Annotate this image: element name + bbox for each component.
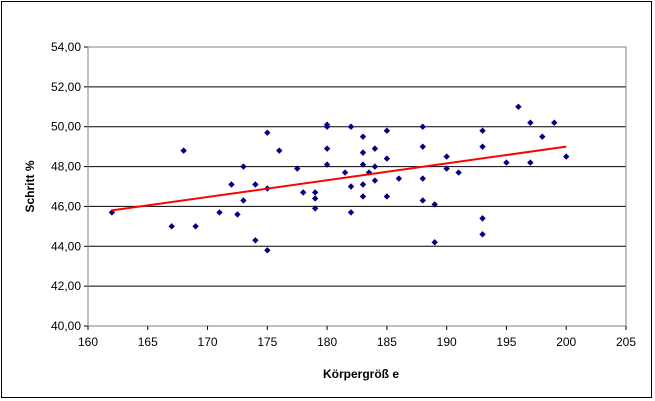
x-tick-label: 200 (556, 335, 576, 349)
data-point (371, 177, 379, 184)
x-tick-label: 160 (78, 335, 98, 349)
y-tick-label: 54,00 (51, 40, 81, 54)
x-tick-label: 170 (198, 335, 218, 349)
data-point (168, 223, 175, 230)
data-point (479, 231, 486, 238)
data-point (347, 209, 355, 216)
data-point (323, 161, 331, 168)
data-point (563, 153, 570, 160)
data-point (383, 155, 391, 162)
data-point (419, 143, 426, 150)
data-point (359, 149, 367, 156)
data-point (347, 183, 355, 190)
data-point (443, 153, 450, 160)
data-point (252, 181, 259, 188)
data-point (264, 247, 271, 254)
data-point (252, 237, 259, 244)
y-tick-label: 40,00 (51, 319, 81, 333)
data-point (359, 133, 367, 140)
x-tick-marks (87, 326, 627, 330)
data-point (479, 215, 486, 222)
data-point (503, 159, 510, 166)
data-point (108, 209, 116, 216)
x-tick-labels: 160 165 170 175 180 185 190 195 200 205 (78, 335, 636, 349)
y-axis-title: Schritt % (23, 160, 37, 212)
data-point (359, 193, 367, 200)
data-point (515, 103, 522, 110)
data-point (347, 123, 355, 130)
x-tick-label: 185 (377, 335, 397, 349)
data-point (479, 127, 486, 134)
data-point (431, 201, 438, 208)
data-point (240, 163, 247, 170)
gridlines (84, 46, 626, 327)
x-tick-label: 205 (616, 335, 636, 349)
data-point (443, 165, 450, 172)
data-point (479, 143, 486, 150)
y-tick-label: 48,00 (51, 160, 81, 174)
data-point (276, 147, 283, 154)
data-point (323, 145, 331, 152)
data-point (371, 163, 379, 170)
data-point (240, 197, 247, 204)
data-point (216, 209, 223, 216)
data-point (192, 223, 199, 230)
data-point (383, 193, 391, 200)
y-tick-label: 52,00 (51, 80, 81, 94)
data-point (264, 129, 271, 136)
data-point (359, 181, 367, 188)
data-points (108, 103, 570, 254)
data-point (431, 239, 438, 246)
y-tick-label: 46,00 (51, 199, 81, 213)
data-point (527, 159, 534, 166)
data-point (311, 205, 319, 212)
y-tick-labels: 40,00 42,00 44,00 46,00 48,00 50,00 52,00 54,00 (51, 40, 81, 333)
data-point (359, 161, 367, 168)
y-tick-label: 42,00 (51, 279, 81, 293)
data-point (455, 169, 462, 176)
data-point (294, 165, 301, 172)
data-point (539, 133, 546, 140)
x-tick-label: 190 (437, 335, 457, 349)
data-point (234, 211, 241, 218)
x-axis-title: Körpergröß e (323, 367, 399, 381)
y-tick-label: 44,00 (51, 239, 81, 253)
x-tick-label: 165 (138, 335, 158, 349)
data-point (180, 147, 187, 154)
trendline (111, 145, 567, 212)
data-point (311, 189, 319, 196)
plot-area (87, 46, 627, 327)
y-tick-label: 50,00 (51, 120, 81, 134)
data-point (419, 197, 426, 204)
data-point (311, 195, 319, 202)
data-point (300, 189, 307, 196)
data-point (341, 169, 349, 176)
x-tick-label: 175 (257, 335, 277, 349)
data-point (419, 123, 426, 130)
data-point (383, 127, 391, 134)
data-point (419, 175, 426, 182)
data-point (371, 145, 379, 152)
x-tick-label: 195 (496, 335, 516, 349)
data-point (323, 121, 331, 128)
data-point (395, 175, 403, 182)
x-tick-label: 180 (317, 335, 337, 349)
data-point (551, 119, 558, 126)
data-point (527, 119, 534, 126)
data-point (228, 181, 235, 188)
